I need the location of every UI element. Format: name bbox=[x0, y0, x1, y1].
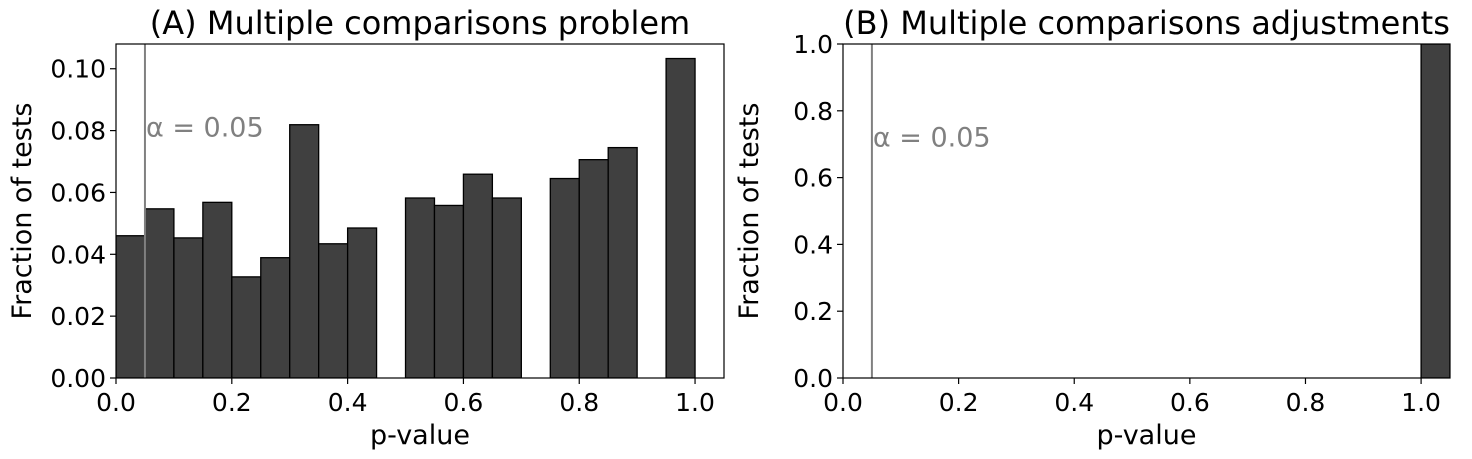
bar bbox=[318, 243, 349, 378]
y-axis-label-a: Fraction of tests bbox=[7, 103, 38, 320]
x-tick-label: 0.8 bbox=[559, 388, 599, 417]
bars-a bbox=[116, 57, 696, 378]
axes-frame-a bbox=[115, 43, 725, 379]
y-tick-label: 0.06 bbox=[50, 178, 106, 207]
bars-b bbox=[1420, 44, 1450, 378]
x-tick-label: 1.0 bbox=[1401, 388, 1441, 417]
chart-title-b: (B) Multiple comparisons adjustments bbox=[843, 4, 1450, 42]
y-tick-label: 0.04 bbox=[50, 240, 106, 269]
bar bbox=[1420, 44, 1450, 378]
bar bbox=[202, 201, 233, 378]
x-tick-label: 0.6 bbox=[1170, 388, 1210, 417]
x-tick-label: 0.2 bbox=[212, 388, 252, 417]
bar bbox=[549, 177, 580, 378]
y-tick-label: 1.0 bbox=[793, 30, 833, 59]
bar bbox=[578, 159, 609, 378]
y-tick-label: 0.02 bbox=[50, 302, 106, 331]
bar bbox=[433, 204, 465, 378]
x-tick-label: 0.4 bbox=[1054, 388, 1094, 417]
bar bbox=[144, 208, 175, 378]
bar bbox=[231, 276, 262, 378]
alpha-label-a: α = 0.05 bbox=[146, 113, 264, 144]
y-tick-label: 0.0 bbox=[793, 364, 833, 393]
y-tick-label: 0.08 bbox=[50, 117, 106, 146]
bar bbox=[491, 197, 522, 378]
panel-a: α = 0.05 0.0 0.2 0.4 0.6 0.8 1.0 0.00 0.02 0.04 0.… bbox=[7, 4, 725, 451]
bar bbox=[607, 146, 638, 378]
bar bbox=[116, 235, 146, 378]
bar bbox=[346, 227, 378, 378]
x-tick-label: 0.0 bbox=[96, 388, 136, 417]
axes-frame-b bbox=[842, 43, 1451, 379]
bar bbox=[665, 57, 696, 378]
bar bbox=[260, 257, 291, 378]
x-tick-label: 0.6 bbox=[444, 388, 484, 417]
bar bbox=[173, 237, 204, 378]
x-tick-label: 0.8 bbox=[1286, 388, 1326, 417]
y-tick-label: 0.8 bbox=[793, 97, 833, 126]
y-tick-label: 0.6 bbox=[793, 164, 833, 193]
x-axis-label-b: p-value bbox=[1097, 420, 1197, 451]
bar bbox=[289, 124, 320, 378]
x-tick-label: 0.2 bbox=[939, 388, 979, 417]
x-tick-label: 0.0 bbox=[823, 388, 863, 417]
x-axis-label-a: p-value bbox=[370, 420, 470, 451]
chart-title-a: (A) Multiple comparisons problem bbox=[150, 4, 690, 42]
y-tick-label: 0.00 bbox=[50, 364, 106, 393]
panel-b: α = 0.05 0.0 0.2 0.4 0.6 0.8 1.0 0.0 0.2 0.4 0.6 0.… bbox=[734, 4, 1451, 451]
bar bbox=[404, 197, 436, 378]
bar bbox=[462, 173, 494, 378]
y-tick-label: 0.4 bbox=[793, 230, 833, 259]
x-tick-label: 1.0 bbox=[675, 388, 715, 417]
alpha-label-b: α = 0.05 bbox=[873, 123, 991, 154]
x-tick-label: 0.4 bbox=[328, 388, 368, 417]
y-tick-label: 0.10 bbox=[50, 55, 106, 84]
y-tick-label: 0.2 bbox=[793, 297, 833, 326]
y-axis-label-b: Fraction of tests bbox=[734, 103, 765, 320]
